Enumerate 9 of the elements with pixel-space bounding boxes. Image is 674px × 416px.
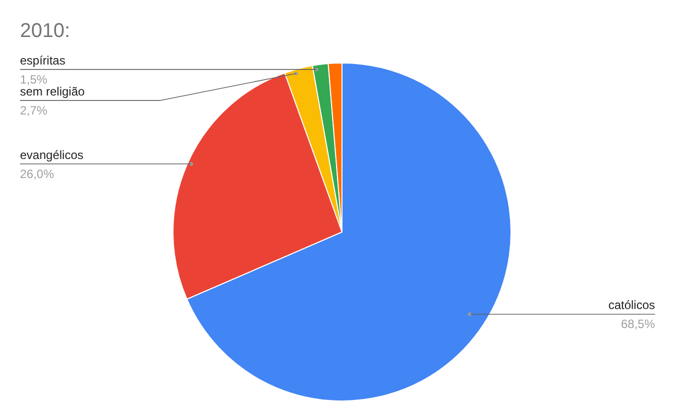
chart-title: 2010:: [20, 20, 70, 43]
slice-label: sem religião: [20, 84, 86, 98]
data-label: 68,5%: [620, 317, 656, 332]
data-label: 2,7%: [20, 103, 48, 118]
slice-label: evangélicos: [20, 148, 84, 162]
data-label: 1,5%: [20, 72, 48, 86]
data-label: 26,0%: [20, 166, 54, 181]
slice-label: espíritas: [20, 53, 66, 68]
slice-label: católicos: [608, 298, 655, 312]
